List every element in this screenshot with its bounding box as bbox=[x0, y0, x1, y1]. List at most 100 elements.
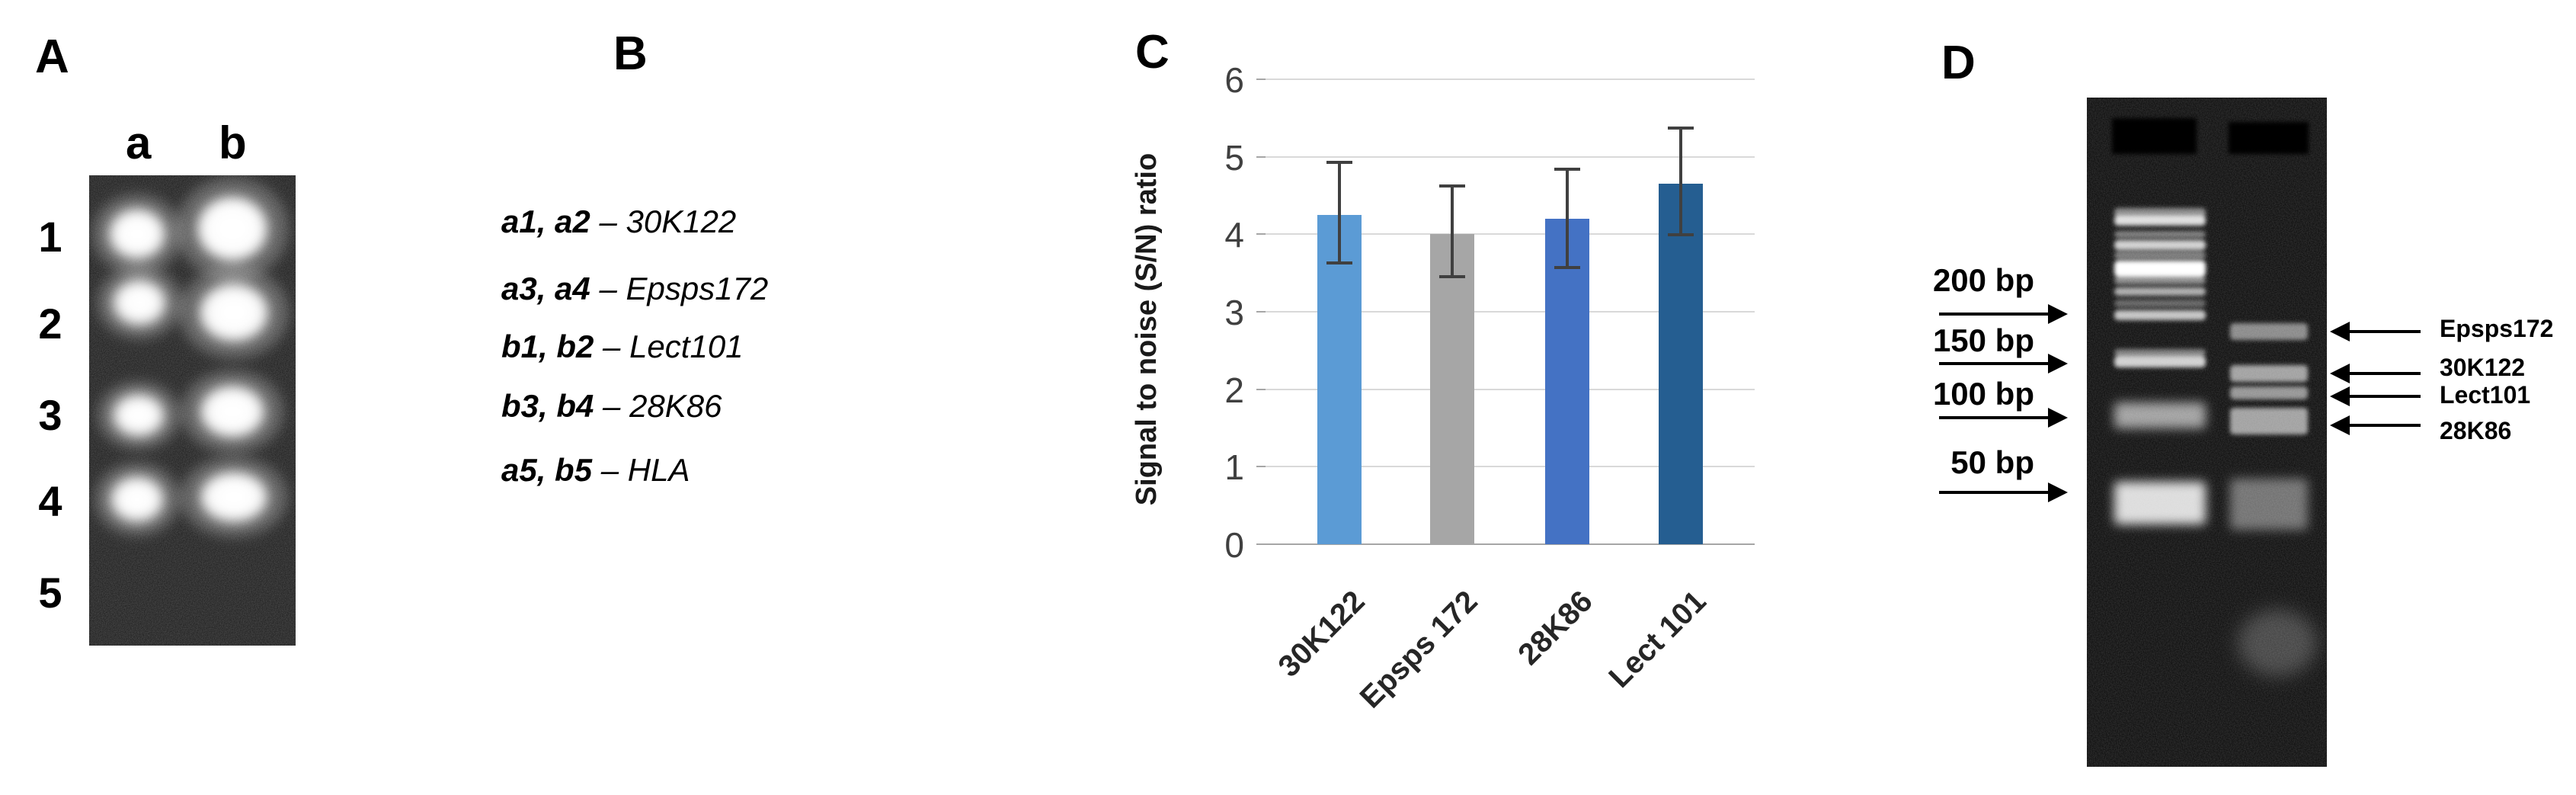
panel-a-label: A bbox=[35, 30, 69, 83]
y-tick-label: 6 bbox=[1224, 60, 1244, 100]
error-bar bbox=[1451, 186, 1454, 277]
panel-a: A bbox=[0, 0, 427, 795]
error-bar-cap bbox=[1326, 160, 1352, 164]
y-tick bbox=[1256, 543, 1266, 545]
gridline bbox=[1266, 311, 1755, 313]
band-label-arrow-head bbox=[2330, 386, 2350, 406]
panel-c: C bbox=[1105, 0, 1829, 795]
size-marker-label: 150 bp bbox=[1932, 322, 2034, 358]
gridline bbox=[1266, 79, 1755, 80]
gridline bbox=[1266, 233, 1755, 235]
y-tick bbox=[1256, 233, 1266, 235]
band-label: Lect101 bbox=[2440, 381, 2531, 409]
size-marker-arrow-line bbox=[1939, 491, 2051, 494]
dot-spots bbox=[91, 177, 289, 537]
legend-line: a1, a2 – 30K122 bbox=[501, 206, 736, 238]
gridline bbox=[1266, 466, 1755, 467]
legend-name: – 28K86 bbox=[603, 388, 722, 424]
size-marker-arrow-head bbox=[2048, 408, 2068, 428]
error-bar bbox=[1679, 128, 1682, 236]
blot-column-label: a bbox=[126, 117, 152, 168]
gridline bbox=[1266, 543, 1755, 545]
band-label: 28K86 bbox=[2440, 417, 2512, 444]
band-label-arrow-line bbox=[2347, 424, 2421, 427]
gridline bbox=[1266, 156, 1755, 158]
legend-name: – HLA bbox=[600, 452, 690, 488]
gel-bands-diffuse bbox=[2238, 610, 2317, 676]
legend-name: – Epsps172 bbox=[599, 271, 769, 306]
gel-bands-sharp bbox=[2114, 208, 2308, 434]
band-label-arrow-head bbox=[2330, 364, 2350, 383]
band-label-arrow-head bbox=[2330, 322, 2350, 341]
y-tick-label: 1 bbox=[1224, 447, 1244, 487]
size-marker-arrow-head bbox=[2048, 482, 2068, 502]
error-bar-cap bbox=[1439, 184, 1465, 188]
legend-wells: b3, b4 bbox=[501, 388, 603, 424]
size-marker-arrow-head bbox=[2048, 304, 2068, 324]
panel-c-label: C bbox=[1135, 26, 1170, 79]
error-bar-cap bbox=[1668, 233, 1694, 237]
y-tick bbox=[1256, 311, 1266, 313]
legend-line: a3, a4 – Epsps172 bbox=[501, 273, 768, 305]
error-bar-cap bbox=[1439, 275, 1465, 279]
blot-row-label: 1 bbox=[38, 213, 62, 261]
band-label-arrow-line bbox=[2347, 330, 2421, 333]
band-label-arrow-line bbox=[2347, 395, 2421, 398]
error-bar-cap bbox=[1668, 127, 1694, 130]
blot-row-label: 3 bbox=[38, 391, 62, 439]
legend-name: – Lect101 bbox=[603, 329, 744, 364]
dot-blot-image bbox=[89, 175, 296, 646]
blot-column-label: b bbox=[219, 117, 247, 168]
chart-bar bbox=[1659, 184, 1703, 544]
size-marker-arrow-line bbox=[1939, 362, 2051, 365]
size-marker-label: 200 bp bbox=[1932, 262, 2034, 298]
size-marker-arrow-line bbox=[1939, 416, 2051, 419]
chart-bar bbox=[1545, 219, 1589, 544]
chart-bar bbox=[1430, 234, 1474, 544]
y-tick-label: 2 bbox=[1224, 370, 1244, 410]
size-marker-arrow-head bbox=[2048, 354, 2068, 373]
band-label-arrow-line bbox=[2347, 372, 2421, 375]
gel-svg bbox=[2087, 98, 2327, 767]
y-tick-label: 3 bbox=[1224, 293, 1244, 332]
gel-bands-soft bbox=[2114, 402, 2308, 530]
y-tick-label: 4 bbox=[1224, 215, 1244, 255]
size-marker-label: 50 bp bbox=[1950, 444, 2034, 480]
legend-line: b1, b2 – Lect101 bbox=[501, 331, 744, 363]
dot-blot-svg bbox=[89, 175, 296, 646]
gel-wells bbox=[2112, 118, 2309, 154]
y-tick-label: 5 bbox=[1224, 138, 1244, 178]
error-bar-cap bbox=[1554, 266, 1580, 270]
legend-line: a5, b5 – HLA bbox=[501, 454, 690, 486]
legend-line: b3, b4 – 28K86 bbox=[501, 390, 722, 422]
y-tick bbox=[1256, 79, 1266, 80]
band-label-arrow-head bbox=[2330, 415, 2350, 435]
size-marker-label: 100 bp bbox=[1932, 376, 2034, 412]
panel-d: D bbox=[1829, 0, 2576, 795]
legend-wells: a3, a4 bbox=[501, 271, 600, 306]
error-bar-cap bbox=[1554, 167, 1580, 171]
legend-wells: a1, a2 bbox=[501, 204, 600, 239]
legend-wells: b1, b2 bbox=[501, 329, 603, 364]
blot-row-label: 2 bbox=[38, 300, 62, 348]
gel-image bbox=[2087, 98, 2327, 767]
panel-d-label: D bbox=[1941, 37, 1976, 89]
y-tick bbox=[1256, 466, 1266, 467]
legend-name: – 30K122 bbox=[599, 204, 737, 239]
error-bar bbox=[1338, 162, 1341, 263]
gridline bbox=[1266, 389, 1755, 390]
error-bar-cap bbox=[1326, 261, 1352, 264]
panel-b: B bbox=[427, 0, 884, 795]
panel-b-label: B bbox=[613, 27, 648, 80]
blot-row-label: 4 bbox=[38, 477, 62, 525]
band-label: Epsps172 bbox=[2440, 315, 2554, 342]
error-bar bbox=[1566, 168, 1569, 268]
legend-wells: a5, b5 bbox=[501, 452, 601, 488]
band-label: 30K122 bbox=[2440, 354, 2526, 381]
size-marker-arrow-line bbox=[1939, 313, 2051, 316]
y-tick-label: 0 bbox=[1224, 525, 1244, 565]
chart-bar bbox=[1317, 214, 1362, 544]
y-tick bbox=[1256, 389, 1266, 390]
blot-row-label: 5 bbox=[38, 569, 62, 617]
